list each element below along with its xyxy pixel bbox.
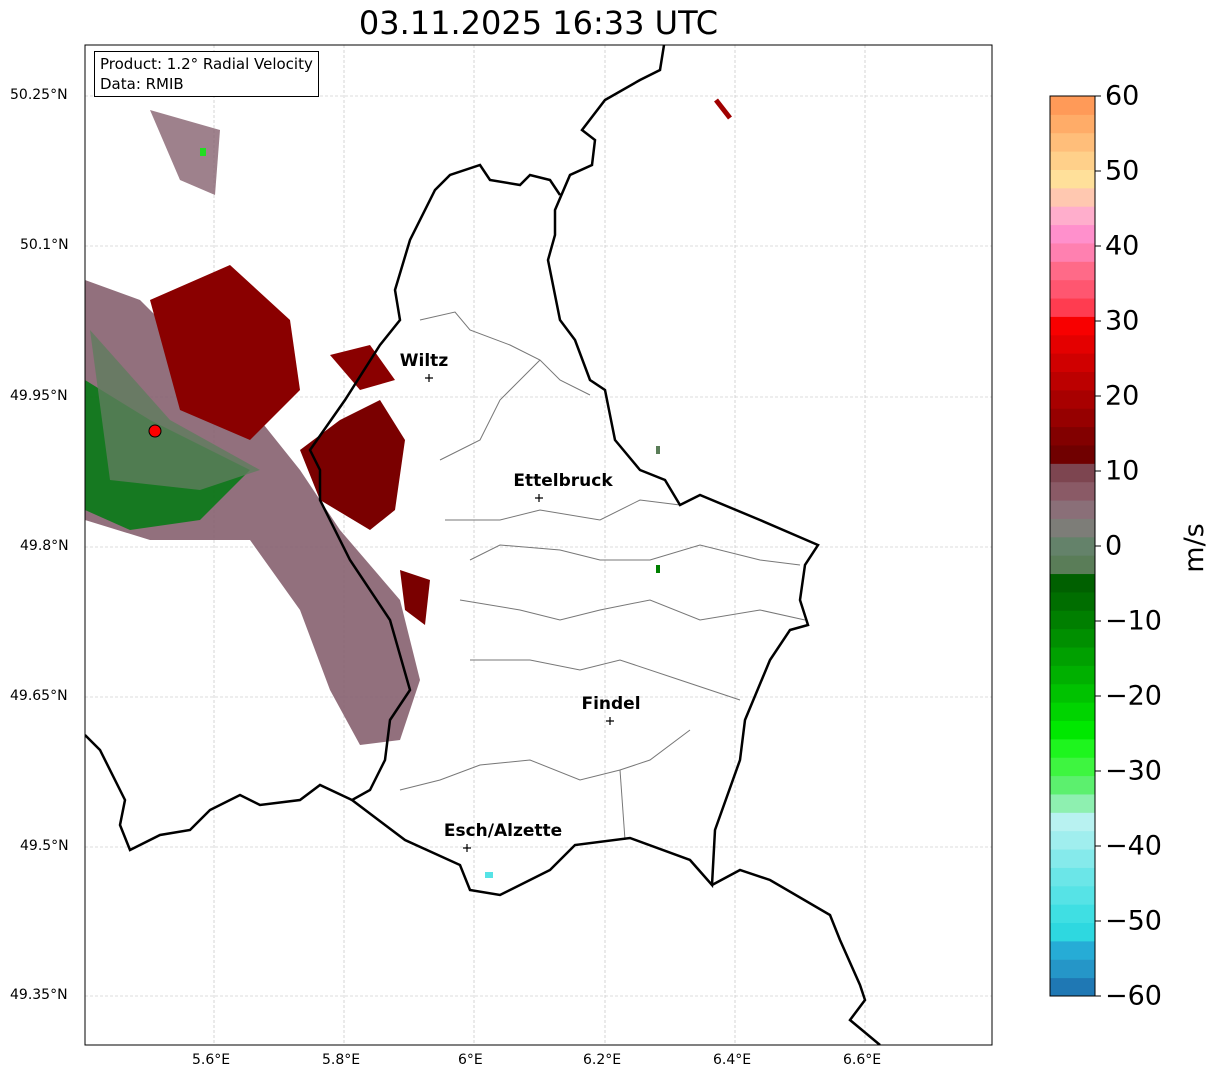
colorbar-segment (1050, 922, 1095, 942)
lat-tick: 49.65°N (10, 688, 68, 704)
colorbar-segment (1050, 279, 1095, 299)
colorbar-segment (1050, 738, 1095, 758)
colorbar-segment (1050, 169, 1095, 189)
colorbar-segment (1050, 830, 1095, 850)
colorbar-tick-label: 50 (1105, 155, 1140, 187)
colorbar-segment (1050, 977, 1095, 997)
colorbar-segment (1050, 628, 1095, 648)
city-label-findel: Findel (581, 694, 641, 714)
colorbar-segment (1050, 206, 1095, 226)
colorbar-segment (1050, 389, 1095, 409)
colorbar-segment (1050, 261, 1095, 281)
colorbar-segment (1050, 334, 1095, 354)
colorbar (1050, 95, 1101, 997)
colorbar-segment (1050, 298, 1095, 317)
lat-tick: 49.95°N (10, 388, 68, 404)
colorbar-segment (1050, 591, 1095, 611)
lon-tick: 6.2°E (583, 1052, 622, 1068)
colorbar-segment (1050, 481, 1095, 501)
colorbar-segment (1050, 702, 1095, 721)
lon-tick: 5.6°E (192, 1052, 231, 1068)
map-title: 03.11.2025 16:33 UTC (358, 4, 719, 42)
colorbar-segment (1050, 371, 1095, 391)
colorbar-segment (1050, 757, 1095, 777)
colorbar-segment (1050, 904, 1095, 924)
colorbar-segment (1050, 849, 1095, 868)
colorbar-segment (1050, 444, 1095, 464)
colorbar-segment (1050, 96, 1095, 115)
colorbar-segment (1050, 426, 1095, 446)
colorbar-segment (1050, 408, 1095, 428)
colorbar-frame (1049, 95, 1096, 997)
colorbar-segment (1050, 867, 1095, 887)
colorbar-segment (1050, 885, 1095, 905)
colorbar-segment (1050, 610, 1095, 630)
colorbar-segment (1050, 114, 1095, 134)
colorbar-tick-label: 20 (1105, 380, 1140, 412)
colorbar-segment (1050, 959, 1095, 979)
radar-site-marker (148, 424, 162, 438)
colorbar-segment (1050, 812, 1095, 832)
colorbar-tick-label: −60 (1105, 980, 1162, 1012)
lat-tick: 49.5°N (20, 838, 69, 854)
colorbar-segment (1050, 463, 1095, 483)
map-frame (84, 44, 993, 1046)
colorbar-segment (1050, 353, 1095, 373)
city-label-esch: Esch/Alzette (443, 821, 563, 841)
lon-tick: 6.4°E (713, 1052, 752, 1068)
lon-tick: 5.8°E (322, 1052, 361, 1068)
radar-echoes (85, 98, 732, 878)
colorbar-segment (1050, 187, 1095, 207)
colorbar-segment (1050, 775, 1095, 795)
info-box: Product: 1.2° Radial Velocity Data: RMIB (94, 51, 319, 97)
colorbar-segment (1050, 793, 1095, 813)
city-label-wiltz: Wiltz (399, 351, 449, 371)
lat-tick: 50.1°N (20, 237, 69, 253)
colorbar-segment (1050, 518, 1095, 538)
colorbar-segment (1050, 720, 1095, 740)
colorbar-tick-label: 60 (1105, 80, 1140, 112)
colorbar-tick-label: −40 (1105, 830, 1162, 862)
colorbar-segment (1050, 536, 1095, 556)
colorbar-segment (1050, 132, 1095, 152)
colorbar-tick-label: 40 (1105, 230, 1140, 262)
commune-borders (399, 311, 806, 841)
colorbar-segment (1050, 683, 1095, 703)
product-label: Product: 1.2° Radial Velocity (100, 55, 313, 73)
colorbar-segment (1050, 224, 1095, 244)
colorbar-segment (1050, 316, 1095, 336)
colorbar-tick-label: −30 (1105, 755, 1162, 787)
colorbar-segment (1050, 940, 1095, 960)
colorbar-tick-label: −10 (1105, 605, 1162, 637)
colorbar-segment (1050, 665, 1095, 685)
colorbar-segment (1050, 647, 1095, 666)
colorbar-unit-label: m/s (1179, 523, 1207, 573)
colorbar-tick-label: −50 (1105, 905, 1162, 937)
lat-tick: 49.35°N (10, 987, 68, 1003)
colorbar-tick-label: 10 (1105, 455, 1140, 487)
colorbar-tick-label: 30 (1105, 305, 1140, 337)
lon-tick: 6°E (458, 1052, 483, 1068)
colorbar-segment (1050, 555, 1095, 575)
city-markers (425, 374, 614, 852)
lon-tick: 6.6°E (843, 1052, 882, 1068)
country-borders (85, 45, 881, 1045)
colorbar-tick-label: −20 (1105, 680, 1162, 712)
lat-tick: 49.8°N (20, 538, 69, 554)
city-label-ettelbruck: Ettelbruck (513, 471, 613, 491)
data-source-label: Data: RMIB (100, 75, 184, 93)
colorbar-segment (1050, 573, 1095, 593)
colorbar-segment (1050, 242, 1095, 262)
gridlines (85, 45, 992, 1045)
colorbar-segment (1050, 151, 1095, 170)
colorbar-segment (1050, 500, 1095, 519)
lat-tick: 50.25°N (10, 87, 68, 103)
colorbar-tick-label: 0 (1105, 530, 1123, 562)
